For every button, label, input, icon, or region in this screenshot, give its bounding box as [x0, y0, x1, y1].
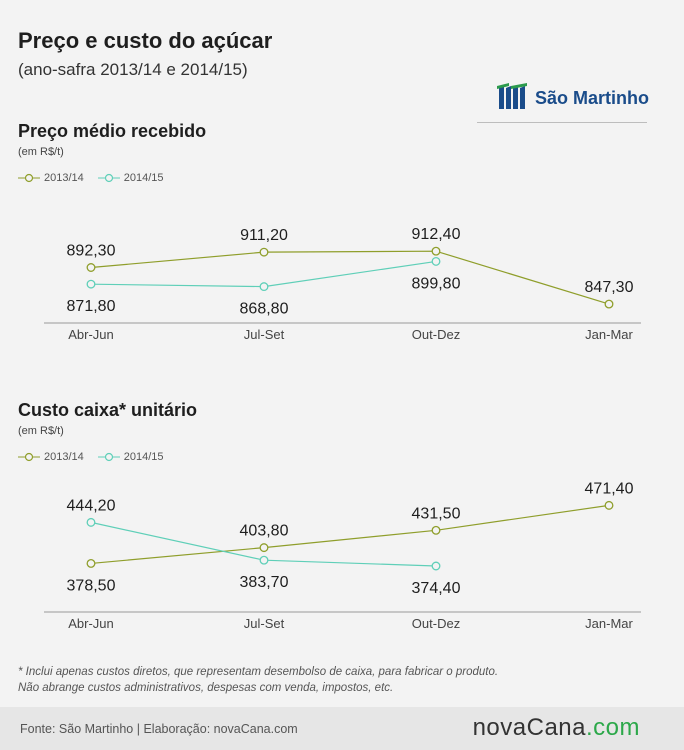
footer: Fonte: São Martinho | Elaboração: novaCa…	[0, 707, 684, 750]
legend-label: 2014/15	[123, 451, 164, 463]
legend-item-2014: 2014/15	[97, 172, 164, 184]
circle-line-marker-icon	[97, 452, 120, 462]
circle-line-marker-icon	[18, 452, 40, 462]
data-point	[431, 525, 441, 535]
cost-line-chart: Abr-Jun Jul-Set Out-Dez Jan-Mar 378,50 403,80…	[44, 480, 641, 631]
x-tick-label: Jan-Mar	[585, 616, 633, 631]
company-logo: São Martinho	[497, 83, 657, 113]
chart1-unit: (em R$/t)	[18, 146, 64, 158]
data-point	[604, 500, 614, 510]
data-label: 471,40	[585, 480, 634, 497]
data-point	[431, 246, 441, 256]
data-point	[259, 282, 269, 292]
x-tick-label: Jan-Mar	[585, 327, 633, 342]
data-point	[86, 263, 96, 272]
data-label: 403,80	[240, 523, 289, 540]
data-point	[259, 247, 269, 257]
chart1-legend: 2013/14 2014/15	[18, 172, 178, 184]
data-point	[431, 256, 441, 266]
data-label: 868,80	[240, 301, 289, 318]
x-tick-label: Out-Dez	[412, 327, 460, 342]
legend-label: 2013/14	[44, 172, 84, 184]
data-label: 374,40	[412, 580, 461, 597]
footnote-line: Não abrange custos administrativos, desp…	[18, 682, 394, 694]
data-point	[86, 517, 96, 527]
legend-item-2013: 2013/14	[18, 172, 84, 184]
data-label: 912,40	[412, 226, 461, 243]
circle-line-marker-icon	[18, 173, 40, 183]
chart1-title: Preço médio recebido	[18, 121, 207, 141]
source-credit: Fonte: São Martinho | Elaboração: novaCa…	[20, 722, 298, 736]
footnote: * Inclui apenas custos diretos, que repr…	[18, 664, 498, 696]
data-label: 444,20	[67, 497, 116, 514]
data-label: 431,50	[412, 505, 461, 522]
series-line	[90, 504, 610, 565]
legend-item-2013: 2013/14	[18, 451, 84, 463]
series-line	[90, 250, 610, 305]
data-label: 899,80	[412, 275, 461, 292]
price-line-chart: Abr-Jun Jul-Set Out-Dez Jan-Mar 892,30 911,20…	[44, 226, 641, 342]
data-point	[604, 299, 614, 309]
legend-label: 2013/14	[44, 451, 84, 463]
chart2-unit: (em R$/t)	[18, 425, 64, 437]
legend-label: 2014/15	[123, 172, 164, 184]
data-label: 871,80	[67, 298, 116, 315]
data-point	[259, 555, 269, 565]
logo-text: São Martinho	[535, 88, 650, 108]
x-tick-label: Abr-Jun	[68, 616, 114, 631]
data-point	[86, 558, 96, 568]
data-label: 847,30	[585, 279, 634, 296]
x-tick-label: Abr-Jun	[68, 327, 114, 342]
chart2-legend: 2013/14 2014/15	[18, 451, 178, 463]
x-tick-label: Jul-Set	[244, 327, 285, 342]
legend-item-2014: 2014/15	[97, 451, 164, 463]
data-label: 378,50	[67, 577, 116, 594]
data-label: 383,70	[240, 574, 289, 591]
brand-logo: novaCana.com	[473, 714, 640, 742]
data-point	[259, 543, 269, 553]
data-point	[431, 561, 441, 571]
logo-divider	[477, 122, 647, 123]
page-subtitle: (ano-safra 2013/14 e 2014/15)	[18, 60, 248, 79]
data-label: 892,30	[67, 243, 116, 260]
page-title: Preço e custo do açúcar	[18, 28, 273, 53]
brand-domain: .com	[585, 714, 640, 741]
chart2-title: Custo caixa* unitário	[18, 400, 198, 420]
circle-line-marker-icon	[97, 173, 120, 183]
sao-martinho-logo-icon	[497, 83, 527, 109]
data-label: 911,20	[240, 227, 288, 244]
brand-name: novaCana	[472, 714, 586, 741]
x-tick-label: Out-Dez	[412, 616, 460, 631]
data-point	[86, 279, 96, 289]
x-tick-label: Jul-Set	[244, 616, 285, 631]
footnote-line: * Inclui apenas custos diretos, que repr…	[18, 666, 499, 678]
